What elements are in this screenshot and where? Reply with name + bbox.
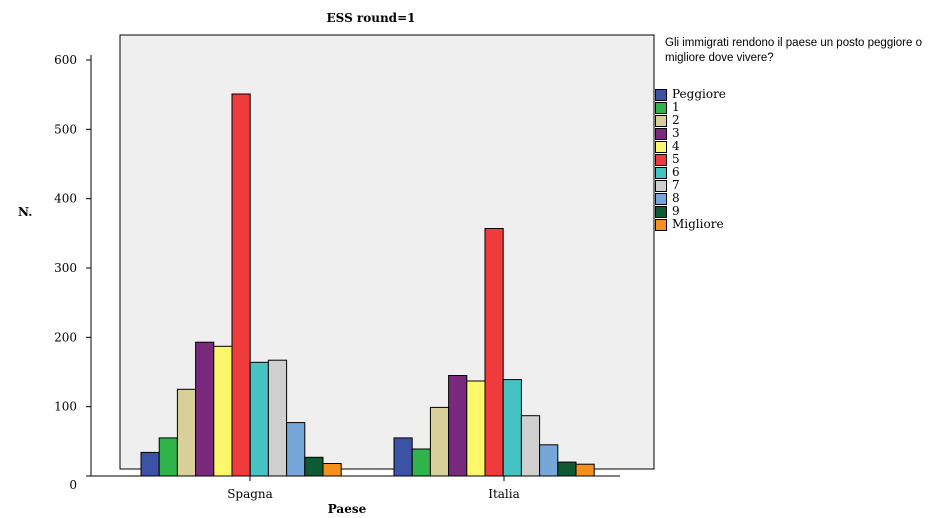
- bar-spagna-peggiore: [140, 451, 160, 477]
- legend-label: 6: [672, 165, 680, 179]
- legend-swatch: [655, 88, 667, 101]
- legend-swatch: [655, 127, 667, 140]
- legend-item: 3: [655, 127, 726, 140]
- y-tick-label: 500: [54, 122, 77, 136]
- legend-item: 1: [655, 101, 726, 114]
- bar-italia-9: [557, 461, 577, 477]
- bar-spagna-5: [231, 93, 251, 477]
- legend-item: 6: [655, 166, 726, 179]
- legend-label: 1: [672, 100, 680, 114]
- legend-swatch: [655, 140, 667, 153]
- y-tick-label: 100: [54, 400, 77, 414]
- y-tick-label: 200: [54, 330, 77, 344]
- legend: Peggiore 1 2 3 4 5 6 7 8 9 Migliore: [655, 88, 726, 231]
- y-axis-ticks: 0 100 200 300 400 500 600: [54, 53, 91, 492]
- bar-italia-5: [484, 228, 504, 477]
- bar-spagna-migliore: [322, 463, 342, 477]
- bar-italia-peggiore: [393, 437, 413, 477]
- legend-item: 8: [655, 192, 726, 205]
- legend-label: 9: [672, 204, 680, 218]
- chart-title: ESS round=1: [327, 11, 416, 25]
- legend-swatch: [655, 101, 667, 114]
- bar-spagna-1: [158, 437, 178, 477]
- legend-label: Migliore: [672, 217, 724, 231]
- legend-item: 5: [655, 153, 726, 166]
- bar-spagna-2: [176, 388, 197, 477]
- bar-italia-6: [502, 379, 522, 477]
- legend-swatch: [655, 192, 667, 205]
- y-axis-label: N.: [18, 205, 32, 219]
- legend-item: 9: [655, 205, 726, 218]
- bar-italia-migliore: [575, 463, 595, 477]
- bars-group: [140, 93, 595, 477]
- legend-swatch: [655, 218, 667, 231]
- legend-label: 7: [672, 178, 680, 192]
- bar-spagna-3: [195, 341, 215, 477]
- bar-italia-3: [448, 375, 468, 477]
- legend-label: 2: [672, 113, 680, 127]
- legend-item: 4: [655, 140, 726, 153]
- legend-label: 8: [672, 191, 680, 205]
- y-tick-label: 400: [54, 192, 77, 206]
- bar-spagna-8: [286, 422, 306, 477]
- legend-title: Gli immigrati rendono il paese un posto …: [665, 37, 922, 64]
- legend-item: Peggiore: [655, 88, 726, 101]
- y-tick-label: 0: [69, 478, 77, 492]
- legend-label: 4: [672, 139, 680, 153]
- legend-swatch: [655, 205, 667, 218]
- bar-spagna-7: [267, 359, 288, 477]
- y-tick-label: 300: [54, 261, 77, 275]
- legend-item: 7: [655, 179, 726, 192]
- legend-label: 3: [672, 126, 680, 140]
- legend-label: 5: [672, 152, 680, 166]
- y-tick-label: 600: [54, 53, 77, 67]
- x-tick-label: Italia: [488, 487, 520, 501]
- x-axis-label: Paese: [328, 502, 367, 516]
- bar-italia-2: [429, 406, 450, 477]
- legend-swatch: [655, 153, 667, 166]
- x-tick-label: Spagna: [227, 487, 273, 501]
- bar-italia-4: [466, 380, 486, 477]
- bar-italia-1: [411, 448, 431, 477]
- bar-italia-7: [520, 415, 541, 477]
- legend-swatch: [655, 179, 667, 192]
- bar-italia-8: [539, 444, 559, 477]
- bar-spagna-9: [304, 456, 324, 477]
- legend-label: Peggiore: [672, 87, 726, 101]
- legend-item: Migliore: [655, 218, 726, 231]
- legend-swatch: [655, 114, 667, 127]
- x-axis-ticks: Spagna Italia: [227, 476, 520, 501]
- legend-item: 2: [655, 114, 726, 127]
- bar-spagna-4: [213, 345, 233, 477]
- bar-spagna-6: [249, 361, 269, 477]
- legend-swatch: [655, 166, 667, 179]
